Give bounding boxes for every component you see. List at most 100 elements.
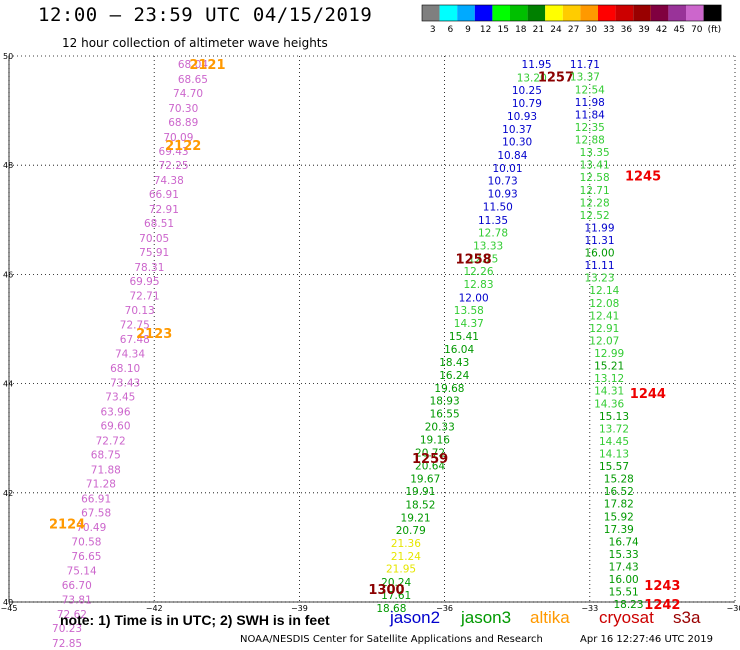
- scale-border: [421, 4, 722, 22]
- swh-value-label: 17.82: [604, 499, 634, 511]
- swh-value-label: 12.71: [580, 185, 610, 197]
- swh-value-label: 15.41: [449, 331, 479, 343]
- scale-swatch: [510, 5, 528, 21]
- swh-value-label: 19.21: [401, 512, 431, 524]
- scale-label: 33: [603, 25, 614, 35]
- swh-value-label: 70.30: [168, 103, 198, 115]
- swh-value-label: 19.68: [434, 383, 464, 395]
- scale-swatch: [598, 5, 616, 21]
- scale-swatch: [545, 5, 563, 21]
- swh-value-label: 15.13: [599, 411, 629, 423]
- swh-value-label: 14.36: [594, 398, 624, 410]
- swh-value-label: 72.62: [57, 609, 87, 621]
- legend-jason2: jason2: [390, 608, 441, 627]
- time-stamp-label: 1242: [644, 598, 680, 613]
- swh-value-label: 10.93: [488, 189, 518, 201]
- swh-value-label: 74.34: [115, 349, 145, 361]
- footnote: note: 1) Time is in UTC; 2) SWH is in fe…: [60, 612, 330, 628]
- swh-value-label: 10.79: [512, 98, 542, 110]
- y-tick-label: 46: [3, 270, 13, 279]
- swh-value-label: 66.91: [149, 189, 179, 201]
- swh-value-label: 17.39: [604, 524, 634, 536]
- y-tick-label: 48: [3, 161, 13, 170]
- swh-value-label: 69.60: [100, 421, 130, 433]
- data-labels: 68.04 68.65 74.70 70.30 68.89 70.09 69.43 72.25…: [49, 58, 681, 650]
- scale-label: 15: [497, 25, 508, 35]
- swh-value-label: 16.24: [439, 370, 469, 382]
- swh-value-label: 21.95: [386, 564, 416, 576]
- x-tick-label: −39: [291, 604, 308, 613]
- scale-swatch: [615, 5, 634, 21]
- swh-value-label: 20.79: [396, 525, 426, 537]
- credit-line: NOAA/NESDIS Center for Satellite Applica…: [240, 634, 543, 645]
- scale-swatch: [422, 5, 440, 21]
- swh-value-label: 11.11: [584, 260, 614, 272]
- x-tick-label: −36: [436, 604, 453, 613]
- swh-value-label: 12.52: [580, 210, 610, 222]
- swh-value-label: 13.58: [454, 305, 484, 317]
- swh-value-label: 11.99: [584, 222, 614, 234]
- swh-value-label: 13.41: [580, 160, 610, 172]
- swh-value-label: 13.23: [584, 273, 614, 285]
- time-stamp-label: 2124: [49, 517, 85, 532]
- swh-value-label: 13.37: [570, 72, 600, 84]
- time-stamp-label: 2123: [136, 327, 172, 342]
- swh-value-label: 15.21: [594, 361, 624, 373]
- x-tick-label: −30: [727, 604, 740, 613]
- time-stamp-label: 1245: [625, 170, 661, 185]
- scale-swatch: [492, 5, 510, 21]
- swh-value-label: 13.72: [599, 423, 629, 435]
- swh-value-label: 17.43: [609, 562, 639, 574]
- swh-value-label: 21.24: [391, 551, 421, 563]
- swh-value-label: 16.00: [609, 574, 639, 586]
- x-tick-label: −33: [581, 604, 598, 613]
- swh-value-label: 12.26: [463, 266, 493, 278]
- swh-value-label: 70.23: [52, 623, 82, 635]
- swh-value-label: 68.65: [178, 74, 208, 86]
- scale-swatch: [686, 5, 704, 21]
- axes: −45 −42 −39 −36 −33 −30 40 42 44 46 48 50: [1, 52, 740, 613]
- legend-s3a: s3a: [673, 608, 701, 627]
- scale-swatch: [633, 5, 651, 21]
- swh-value-label: 10.01: [492, 163, 522, 175]
- time-stamp-label: 1300: [368, 583, 404, 598]
- swh-value-label: 72.85: [52, 638, 82, 650]
- scale-swatch: [439, 5, 458, 21]
- swh-value-label: 68.51: [144, 218, 174, 230]
- swh-value-label: 69.95: [129, 276, 159, 288]
- color-scale: 3 6 9 12 15 18 21 24 27 30 33 36 39 42 45 70 (ft): [421, 4, 722, 35]
- swh-value-label: 74.70: [173, 88, 203, 100]
- swh-value-label: 11.50: [483, 202, 513, 214]
- swh-value-label: 13.35: [580, 147, 610, 159]
- scale-label: 24: [550, 25, 562, 35]
- time-stamp-label: 1257: [538, 71, 574, 86]
- swh-value-label: 18.93: [430, 396, 460, 408]
- swh-value-label: 73.43: [110, 378, 140, 390]
- legend-altika: altika: [530, 608, 570, 627]
- timestamp: Apr 16 12:27:46 UTC 2019: [580, 634, 713, 645]
- swh-value-label: 72.72: [96, 435, 126, 447]
- scale-swatch: [580, 5, 598, 21]
- swh-value-label: 12.78: [478, 227, 508, 239]
- swh-value-label: 16.55: [430, 409, 460, 421]
- swh-value-label: 20.33: [425, 422, 455, 434]
- swh-value-label: 10.30: [502, 137, 532, 149]
- swh-value-label: 11.84: [575, 109, 605, 121]
- swh-value-label: 19.67: [410, 474, 440, 486]
- swh-value-label: 70.09: [163, 132, 193, 144]
- swh-value-label: 19.91: [405, 486, 435, 498]
- swh-value-label: 20.24: [381, 577, 411, 589]
- swh-value-label: 11.95: [522, 59, 552, 71]
- swh-value-label: 16.52: [604, 486, 634, 498]
- swh-value-label: 11.35: [478, 215, 508, 227]
- y-tick-label: 40: [3, 598, 13, 607]
- swh-value-label: 12.14: [589, 285, 619, 297]
- swh-value-label: 68.89: [168, 117, 198, 129]
- swh-value-label: 10.93: [507, 111, 537, 123]
- swh-value-label: 78.31: [134, 262, 164, 274]
- swh-value-label: 71.28: [86, 479, 116, 491]
- time-stamp-label: 1259: [412, 452, 448, 467]
- swh-value-label: 68.75: [91, 450, 121, 462]
- swh-value-label: 15.28: [604, 474, 634, 486]
- swh-value-label: 70.58: [71, 536, 101, 548]
